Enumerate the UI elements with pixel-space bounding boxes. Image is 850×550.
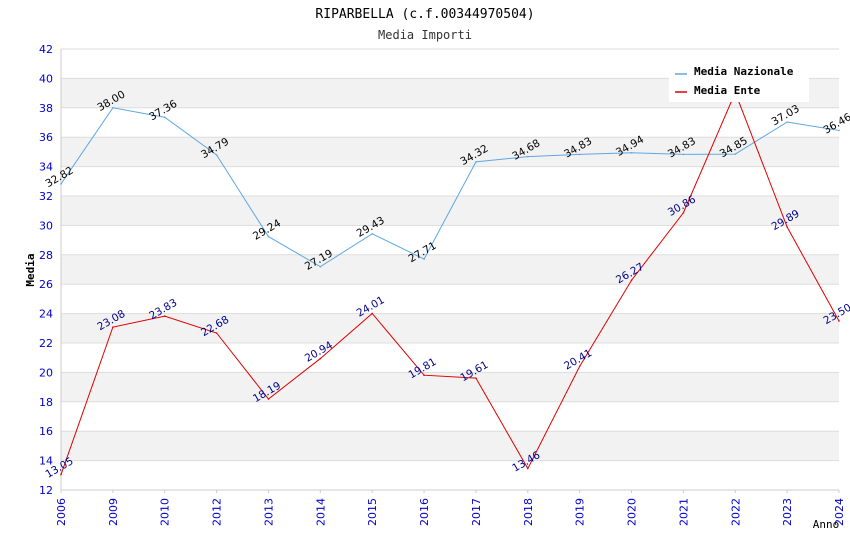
data-point-media-ente [319,357,322,360]
data-point-media-nazionale [112,107,114,109]
data-point-media-ente [838,320,840,322]
legend-label-media-ente: Media Ente [694,84,761,97]
x-tick-label: 2015 [366,498,379,526]
data-point-media-nazionale [371,232,374,235]
grid-band [61,254,839,285]
data-point-media-nazionale [578,153,581,156]
x-tick-label: 2014 [314,498,327,526]
data-point-media-nazionale [527,155,529,158]
legend-box [669,60,809,102]
data-point-media-ente [60,473,62,476]
y-tick-label: 36 [39,131,53,144]
x-tick-label: 2017 [470,498,483,526]
data-point-media-ente [423,374,425,376]
x-tick-label: 2019 [574,498,587,526]
y-tick-label: 26 [39,278,53,291]
y-axis-ticks: 12 14 16 18 20 22 24 26 28 30 32 34 36 38 40 42 [39,43,53,497]
x-axis-label: Anno [813,518,840,531]
x-axis-ticks: 2006 2009 2010 2012 2013 2014 2015 2016 2017 2018… [55,490,846,526]
y-tick-label: 14 [39,455,53,468]
x-tick-label: 2010 [159,498,172,526]
data-point-media-ente [527,467,529,470]
grid-bands [61,78,839,461]
data-point-media-nazionale [163,116,166,119]
data-point-media-nazionale [838,129,840,132]
data-point-media-nazionale [682,153,685,156]
x-tick-label: 2018 [522,498,535,526]
y-tick-label: 32 [39,190,53,203]
data-point-media-ente [267,398,270,400]
x-tick-label: 2024 [833,498,846,526]
x-tick-label: 2022 [729,498,742,526]
data-point-media-nazionale [475,161,477,163]
x-tick-label: 2009 [107,498,120,526]
x-tick-label: 2006 [55,498,68,526]
data-point-media-ente [112,326,114,328]
x-tick-label: 2023 [781,498,794,526]
data-point-media-ente [786,226,788,228]
data-point-media-nazionale [267,235,270,238]
data-point-media-nazionale [423,258,425,260]
y-tick-label: 18 [39,396,53,409]
x-tick-label: 2020 [626,498,639,526]
data-label-media-nazionale: 36.46 [821,111,850,137]
y-tick-label: 30 [39,219,53,232]
y-tick-label: 40 [39,72,53,85]
x-tick-label: 2013 [262,498,275,526]
gridlines [60,48,839,491]
legend-label-media-nazionale: Media Nazionale [694,65,794,78]
y-tick-label: 22 [39,337,53,350]
y-tick-label: 12 [39,484,53,497]
y-axis-label: Media [24,253,37,286]
data-point-media-nazionale [734,153,737,155]
data-point-media-nazionale [60,183,62,185]
x-tick-label: 2016 [418,498,431,526]
y-tick-label: 38 [39,102,53,115]
x-tick-label: 2012 [211,498,224,526]
y-tick-label: 34 [39,161,53,174]
y-tick-label: 20 [39,366,53,379]
data-point-media-ente [371,312,374,315]
data-point-media-ente [163,315,166,317]
data-point-media-ente [630,279,633,282]
grid-band [61,372,839,402]
grid-band [61,431,839,461]
data-point-media-nazionale [215,154,218,156]
data-point-media-ente [578,365,581,368]
data-point-media-ente [682,211,685,214]
series-line-media-ente [60,91,840,475]
grid-band [61,313,839,343]
chart-title: RIPARBELLA (c.f.00344970504) [315,7,534,22]
y-tick-label: 16 [39,425,53,438]
data-point-media-nazionale [630,151,633,154]
data-point-media-nazionale [319,265,322,268]
y-tick-label: 42 [39,43,53,56]
data-point-media-ente [475,377,477,379]
y-tick-label: 28 [39,249,53,262]
series-line-media-nazionale [60,107,840,268]
chart-subtitle: Media Importi [378,28,472,42]
legend: Media Nazionale Media Ente [669,60,809,102]
series-lines [60,91,840,476]
x-tick-label: 2021 [677,498,690,526]
data-point-media-ente [215,332,218,334]
data-point-media-nazionale [786,121,788,123]
y-tick-label: 24 [39,308,53,321]
